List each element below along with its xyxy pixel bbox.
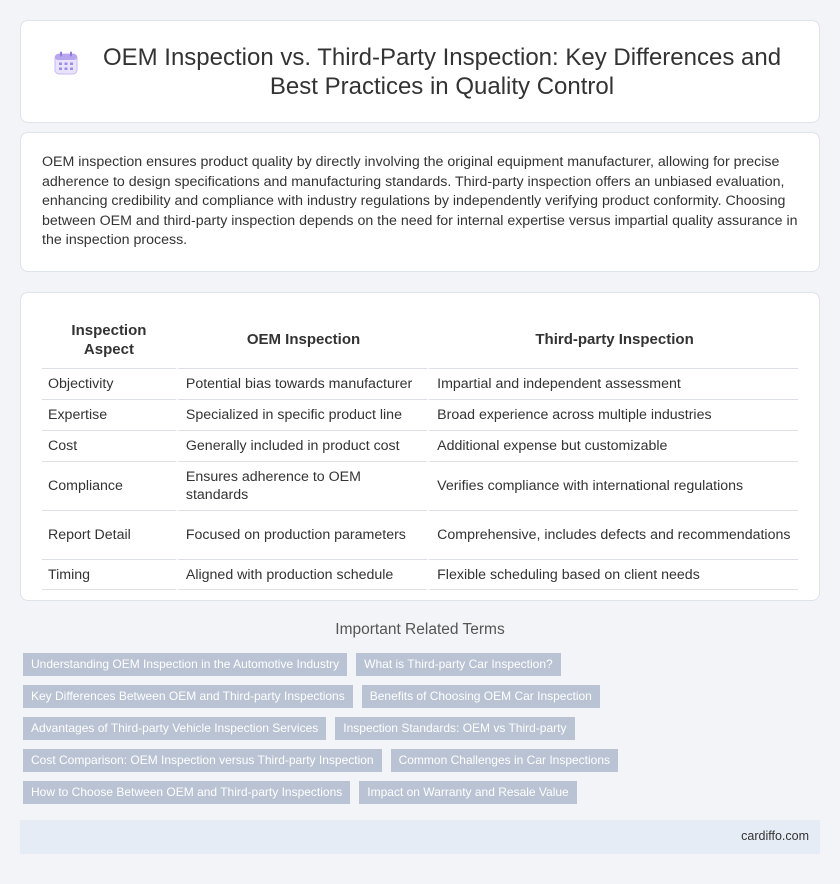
footer: cardiffo.com [20,820,820,854]
table-header-row: Inspection Aspect OEM Inspection Third-p… [42,313,798,368]
table-row: Expertise Specialized in specific produc… [42,399,798,430]
table-cell: Compliance [42,461,176,510]
table-cell: Flexible scheduling based on client need… [427,559,798,590]
table-row: Timing Aligned with production schedule … [42,559,798,590]
table-row: Objectivity Potential bias towards manuf… [42,368,798,399]
table-cell: Generally included in product cost [175,430,428,461]
related-term-tag[interactable]: What is Third-party Car Inspection? [356,653,561,676]
table-cell: Broad experience across multiple industr… [427,399,798,430]
related-term-tag[interactable]: Benefits of Choosing OEM Car Inspection [361,685,600,708]
table-cell: Impartial and independent assessment [427,368,798,399]
table-cell: Objectivity [42,368,176,399]
related-term-tag[interactable]: Advantages of Third-party Vehicle Inspec… [23,717,327,740]
table-cell: Additional expense but customizable [427,430,798,461]
title-card: OEM Inspection vs. Third-Party Inspectio… [20,20,820,123]
related-term-tag[interactable]: Key Differences Between OEM and Third-pa… [23,685,353,708]
table-cell: Cost [42,430,176,461]
related-terms-heading: Important Related Terms [335,621,505,638]
header-inspection-aspect: Inspection Aspect [71,322,147,358]
comparison-table-card: Inspection Aspect OEM Inspection Third-p… [20,292,820,601]
table-cell: Potential bias towards manufacturer [175,368,428,399]
related-term-tag[interactable]: Cost Comparison: OEM Inspection versus T… [23,749,382,772]
intro-card: OEM inspection ensures product quality b… [20,132,820,272]
table-row: Report Detail Focused on production para… [42,510,798,559]
table-cell: Ensures adherence to OEM standards [175,461,428,510]
page-title: OEM Inspection vs. Third-Party Inspectio… [102,43,782,100]
table-row: Cost Generally included in product cost … [42,430,798,461]
calendar-icon [53,50,79,76]
footer-site-link[interactable]: cardiffo.com [741,829,809,843]
header-oem-inspection: OEM Inspection [175,313,427,368]
related-term-tag[interactable]: Inspection Standards: OEM vs Third-party [335,717,575,740]
table-cell: Timing [42,559,176,590]
table-cell: Specialized in specific product line [175,399,428,430]
table-cell: Focused on production parameters [175,510,428,559]
header-third-party-inspection: Third-party Inspection [427,313,798,368]
related-term-tag[interactable]: Common Challenges in Car Inspections [390,749,619,772]
table-cell: Aligned with production schedule [175,559,428,590]
comparison-table: Inspection Aspect OEM Inspection Third-p… [42,313,798,590]
table-cell: Verifies compliance with international r… [427,461,798,510]
intro-paragraph: OEM inspection ensures product quality b… [42,154,798,249]
table-cell: Expertise [42,399,176,430]
table-cell: Comprehensive, includes defects and reco… [427,510,798,559]
related-terms-list: Understanding OEM Inspection in the Auto… [23,653,823,813]
related-term-tag[interactable]: How to Choose Between OEM and Third-part… [23,781,351,804]
related-term-tag[interactable]: Understanding OEM Inspection in the Auto… [23,653,348,676]
related-term-tag[interactable]: Impact on Warranty and Resale Value [359,781,577,804]
table-cell: Report Detail [42,510,176,559]
table-row: Compliance Ensures adherence to OEM stan… [42,461,798,510]
